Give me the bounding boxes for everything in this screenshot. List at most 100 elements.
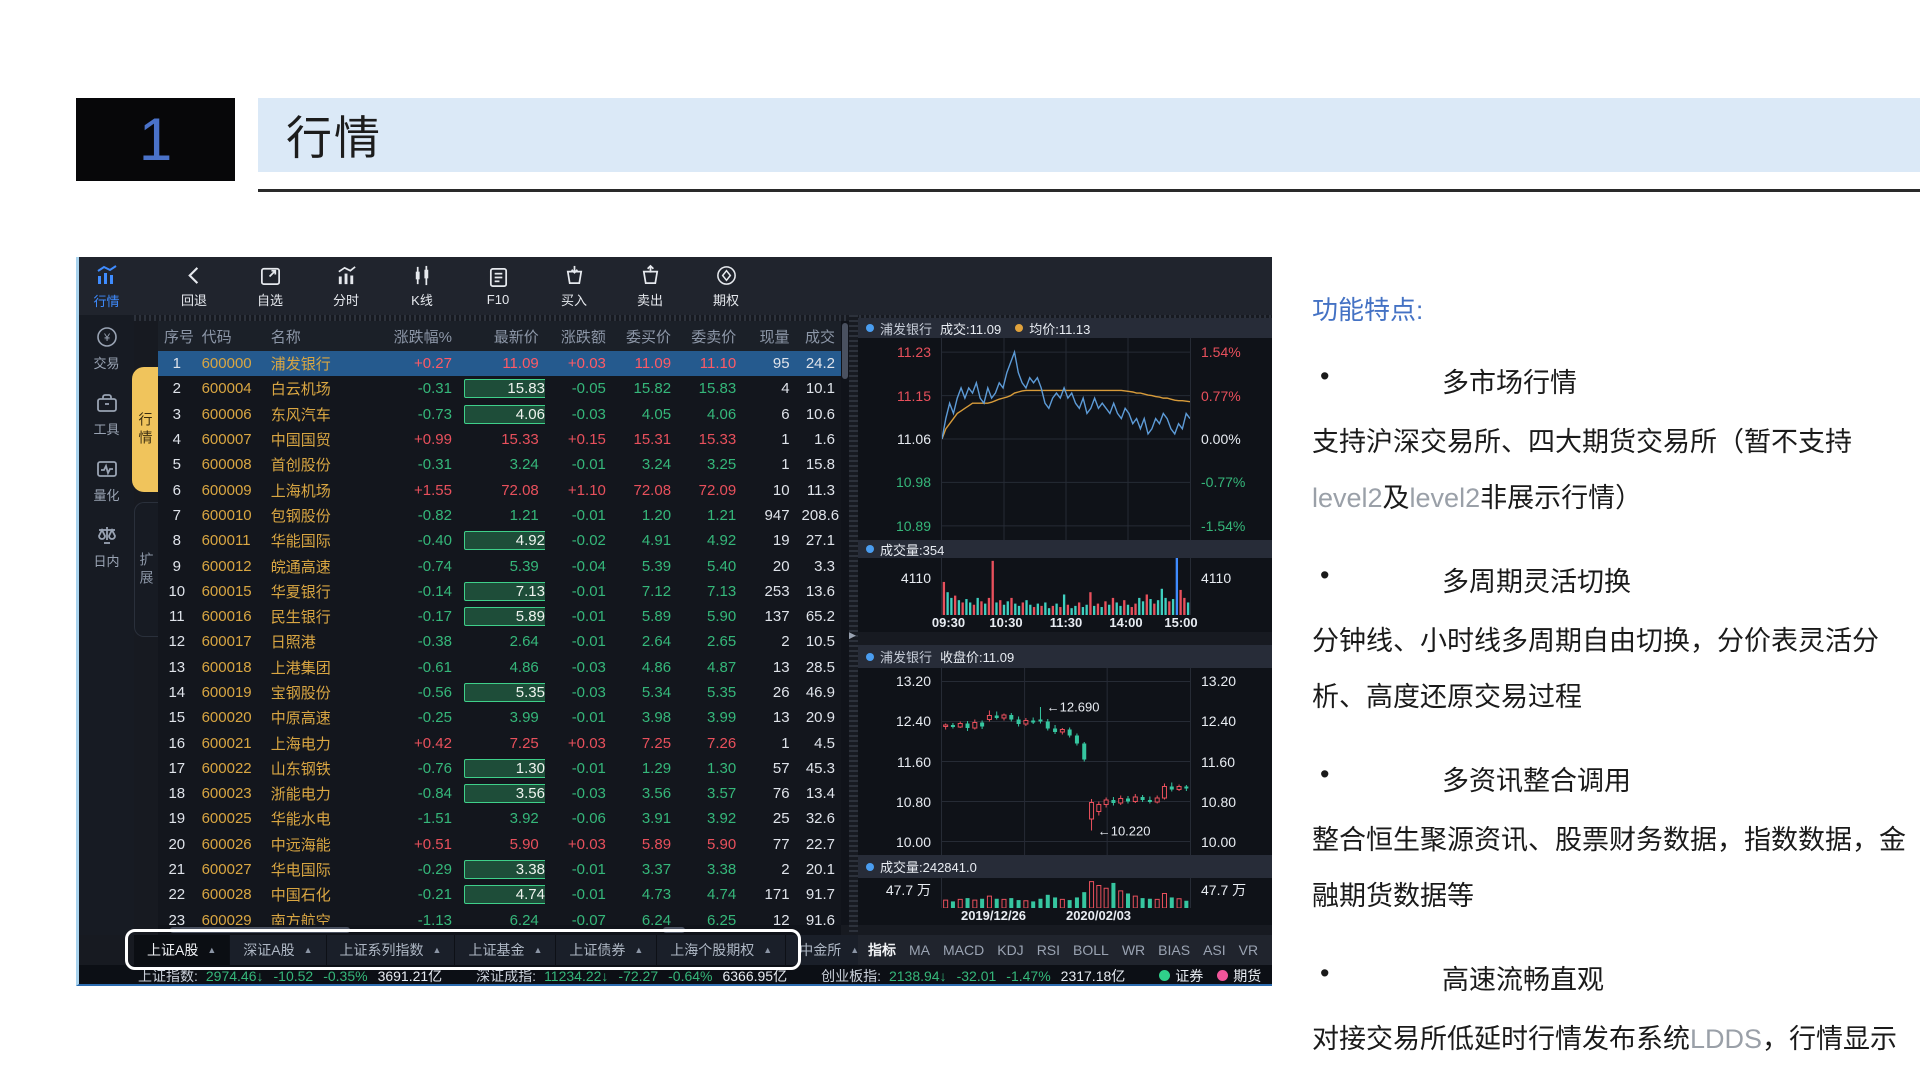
sidebar-item-行情[interactable]: 行情	[79, 257, 134, 315]
toolbar-button-自选[interactable]: 自选	[232, 264, 308, 309]
column-header-最新价[interactable]: 最新价	[493, 328, 539, 346]
toolbar-button-label: 卖出	[636, 292, 663, 308]
table-row[interactable]: 7 600010 包钢股份 -0.82 1.21 -0.01 1.20 1.21 947 208.…	[158, 503, 841, 528]
intraday-plot[interactable]	[941, 338, 1191, 540]
table-row[interactable]: 4 600007 中国国贸 +0.99 15.33 +0.15 15.31 15.33 1 1.6	[158, 427, 841, 452]
panel-divider[interactable]: ▶	[849, 315, 858, 935]
indicator-tab-RSI[interactable]: RSI	[1036, 942, 1061, 958]
toolbar-button-分时[interactable]: 分时	[308, 264, 384, 309]
volume-legend: 成交量:354	[880, 542, 945, 558]
indicator-tab-MACD[interactable]: MACD	[943, 942, 985, 958]
table-row[interactable]: 6 600009 上海机场 +1.55 72.08 +1.10 72.08 72.09 10 11…	[158, 477, 841, 502]
sidebar-item-日内[interactable]: 日内	[79, 513, 134, 579]
table-row[interactable]: 19 600025 华能水电 -1.51 3.92 -0.06 3.91 3.92 25 32.6	[158, 806, 841, 831]
column-header-名称[interactable]: 名称	[270, 328, 301, 346]
market-tab-上证基金[interactable]: 上证基金 ▲	[455, 935, 557, 965]
table-row[interactable]: 3 600006 东风汽车 -0.73 4.06 -0.03 4.05 4.06 6 10.6	[158, 402, 841, 427]
axis-tick: 10.00	[895, 833, 931, 850]
market-tab-上海个股期权[interactable]: 上海个股期权 ▲	[657, 935, 787, 965]
market-tab-深证A股[interactable]: 深证A股 ▲	[230, 935, 327, 965]
sort-arrow-icon[interactable]: ▲	[763, 945, 773, 955]
toolbar-button-回退[interactable]: 回退	[156, 264, 232, 309]
index-quote-上证指数:: 上证指数: 2974.46↓ -10.52 -0.35% 3691.21亿	[138, 966, 442, 985]
cell: 浙能电力	[270, 786, 331, 804]
toolbar-button-F10[interactable]: F10	[460, 266, 536, 307]
market-tab-上证A股[interactable]: 上证A股 ▲	[134, 935, 231, 965]
market-tab-上证系列指数[interactable]: 上证系列指数 ▲	[326, 935, 456, 965]
section-number-box: 1	[76, 98, 235, 181]
cell: 4	[172, 431, 181, 449]
indicator-tab-VR[interactable]: VR	[1238, 942, 1259, 958]
market-tab-上证债券[interactable]: 上证债券 ▲	[556, 935, 658, 965]
indicator-more-button[interactable]: ⋯	[1271, 942, 1272, 959]
collapse-arrow-icon[interactable]: ▶	[849, 630, 856, 640]
market-tab-label: 深证A股	[243, 942, 295, 958]
indicator-tab-ASI[interactable]: ASI	[1203, 942, 1226, 958]
index-change: -32.01	[956, 967, 997, 984]
table-row[interactable]: 12 600017 日照港 -0.38 2.64 -0.01 2.64 2.65 2 10.5	[158, 629, 841, 654]
horizontal-scrollbar[interactable]	[158, 925, 841, 935]
column-header-成交[interactable]: 成交	[805, 328, 836, 346]
cell: 4.74	[707, 886, 737, 904]
table-row[interactable]: 11 600016 民生银行 -0.17 5.89 -0.01 5.89 5.90 137 65.…	[158, 604, 841, 629]
table-row[interactable]: 5 600008 首创股份 -0.31 3.24 -0.01 3.24 3.25 1 15.8	[158, 452, 841, 477]
column-header-代码[interactable]: 代码	[201, 328, 232, 346]
table-row[interactable]: 13 600018 上港集团 -0.61 4.86 -0.03 4.86 4.87 13 28.5	[158, 655, 841, 680]
axis-tick: 13.20	[1201, 673, 1237, 690]
indicator-tab-BOLL[interactable]: BOLL	[1073, 942, 1109, 958]
column-header-涨跌幅%[interactable]: 涨跌幅%	[393, 328, 452, 346]
column-header-序号[interactable]: 序号	[164, 328, 195, 346]
table-row[interactable]: 16 600021 上海电力 +0.42 7.25 +0.03 7.25 7.26 1 4.5	[158, 730, 841, 755]
sort-arrow-icon[interactable]: ▲	[432, 945, 442, 955]
table-row[interactable]: 20 600026 中远海能 +0.51 5.90 +0.03 5.89 5.90 77 22.7	[158, 832, 841, 857]
table-row[interactable]: 2 600004 白云机场 -0.31 15.83 -0.05 15.82 15.83 4 10.…	[158, 376, 841, 401]
table-row[interactable]: 9 600012 皖通高速 -0.74 5.39 -0.04 5.39 5.40 20 3.3	[158, 553, 841, 578]
intraday-volume-plot[interactable]	[941, 558, 1191, 615]
indicator-tab-BIAS[interactable]: BIAS	[1158, 942, 1191, 958]
sidebar-item-工具[interactable]: 工具	[79, 381, 134, 447]
toolbar-button-K线[interactable]: K线	[384, 264, 460, 309]
table-row[interactable]: 10 600015 华夏银行 -0.14 7.13 -0.01 7.12 7.13 253 13.…	[158, 579, 841, 604]
sidebar-item-交易[interactable]: ¥ 交易	[79, 315, 134, 381]
table-row[interactable]: 8 600011 华能国际 -0.40 4.92 -0.02 4.91 4.92 19 27.1	[158, 528, 841, 553]
toolbar-button-期权[interactable]: 期权	[688, 264, 764, 309]
table-row[interactable]: 22 600028 中国石化 -0.21 4.74 -0.01 4.73 4.74 171 91.…	[158, 882, 841, 907]
table-row[interactable]: 21 600027 华电国际 -0.29 3.38 -0.01 3.37 3.38 2 20.1	[158, 857, 841, 882]
price-flash-box: 3.38	[463, 860, 545, 880]
status-light-证券: 证券	[1159, 966, 1203, 985]
indicator-tab-MA[interactable]: MA	[909, 942, 930, 958]
table-row[interactable]: 17 600022 山东钢铁 -0.76 1.30 -0.01 1.29 1.30 57 45.3	[158, 756, 841, 781]
daily-volume-plot[interactable]	[941, 878, 1191, 908]
table-row[interactable]: 15 600020 中原高速 -0.25 3.99 -0.01 3.98 3.99 13 20.9	[158, 705, 841, 730]
hscroll-thumb2[interactable]	[663, 927, 685, 933]
cell-last-price: 2.64	[509, 633, 539, 651]
sort-arrow-icon[interactable]: ▲	[850, 945, 860, 955]
indicator-tab-指标[interactable]: 指标	[868, 942, 896, 958]
column-header-委买价[interactable]: 委买价	[626, 328, 672, 346]
sidebar-item-量化[interactable]: 量化	[79, 447, 134, 513]
sort-arrow-icon[interactable]: ▲	[533, 945, 543, 955]
sort-arrow-icon[interactable]: ▲	[207, 945, 217, 955]
table-row[interactable]: 18 600023 浙能电力 -0.84 3.56 -0.03 3.56 3.57 76 13.4	[158, 781, 841, 806]
side-tab-quotes[interactable]: 行情	[132, 367, 158, 492]
sort-arrow-icon[interactable]: ▲	[634, 945, 644, 955]
cell: 1.21	[707, 506, 737, 524]
time-tick: 10:30	[989, 615, 1023, 630]
vscroll-thumb[interactable]	[842, 323, 848, 379]
toolbar-button-卖出[interactable]: 卖出	[612, 264, 688, 309]
sort-arrow-icon[interactable]: ▲	[303, 945, 313, 955]
hscroll-thumb[interactable]	[170, 927, 350, 933]
table-row[interactable]: 1 600000 浦发银行 +0.27 11.09 +0.03 11.09 11.10 95 24…	[158, 351, 841, 377]
buy-icon	[563, 264, 586, 287]
indicator-tab-WR[interactable]: WR	[1121, 942, 1146, 958]
toolbar-button-买入[interactable]: 买入	[536, 264, 612, 309]
table-row[interactable]: 14 600019 宝钢股份 -0.56 5.35 -0.03 5.34 5.35 26 46.9	[158, 680, 841, 705]
kline-plot[interactable]: ←12.690 ←10.220	[941, 668, 1191, 855]
column-header-涨跌额[interactable]: 涨跌额	[560, 328, 606, 346]
indicator-tab-KDJ[interactable]: KDJ	[997, 942, 1024, 958]
market-tab-label: 上证债券	[569, 942, 626, 958]
column-header-现量[interactable]: 现量	[759, 328, 790, 346]
side-tab-extension[interactable]: 扩展	[134, 502, 158, 637]
column-header-委卖价[interactable]: 委卖价	[691, 328, 737, 346]
vertical-scrollbar[interactable]	[841, 321, 849, 925]
